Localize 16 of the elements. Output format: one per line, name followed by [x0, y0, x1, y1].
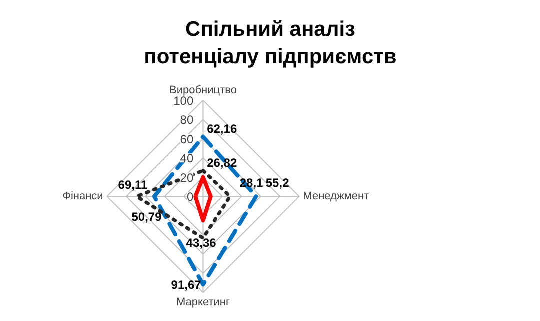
chart-title: Спільний аналіз потенціалу підприємств [144, 18, 397, 69]
y-tick-label: 0 [186, 190, 194, 204]
spoke-label: Менеджмент [303, 190, 370, 203]
data-label: 26,82 [207, 156, 238, 170]
data-label: 62,16 [207, 122, 238, 136]
y-tick-label: 60 [180, 132, 194, 146]
data-label: 55,2 [266, 176, 290, 190]
data-label: 91,67 [171, 278, 202, 292]
data-label: 69,11 [118, 178, 148, 192]
spoke-label: Фінанси [62, 190, 104, 203]
spoke-label: Маркетинг [176, 296, 230, 309]
y-tick-label: 80 [180, 113, 194, 128]
data-label: 43,36 [186, 236, 217, 250]
data-label: 50,79 [132, 210, 162, 224]
y-tick-label: 20 [180, 170, 194, 185]
y-tick-label: 40 [180, 152, 194, 166]
